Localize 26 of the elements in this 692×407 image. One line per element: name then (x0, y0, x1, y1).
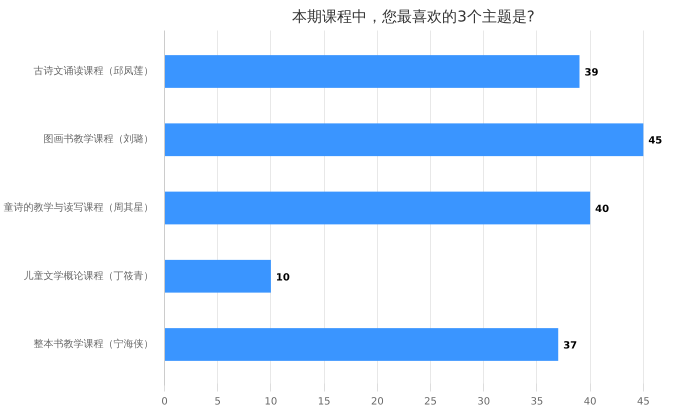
x-tick-label: 20 (370, 396, 384, 407)
y-tick-label: 童诗的教学与读写课程（周其星） (4, 202, 154, 214)
bar (164, 328, 558, 361)
data-label: 40 (595, 204, 610, 215)
data-label: 39 (584, 67, 598, 78)
x-tick-label: 25 (424, 396, 437, 407)
x-tick-label: 15 (318, 396, 330, 407)
x-tick-label: 10 (264, 396, 278, 407)
x-tick-label: 40 (584, 396, 597, 407)
y-tick-label: 儿童文学概论课程（丁筱青） (24, 270, 154, 282)
chart-title: 本期课程中，您最喜欢的3个主题是? (292, 8, 535, 26)
x-tick-label: 30 (477, 396, 490, 407)
y-tick-label: 图画书教学课程（刘璐） (44, 133, 154, 146)
bar (164, 55, 580, 88)
data-label: 45 (648, 136, 662, 147)
bar (164, 192, 590, 224)
data-label: 37 (563, 340, 578, 352)
y-tick-label: 古诗文诵读课程（邱凤莲） (34, 64, 154, 77)
y-tick-label: 整本书教学课程（宁海侠） (34, 338, 154, 350)
x-tick-label: 5 (214, 396, 221, 407)
x-tick-label: 45 (636, 396, 650, 407)
x-tick-label: 0 (161, 396, 168, 407)
x-tick-label: 35 (530, 396, 544, 407)
bar (164, 123, 644, 156)
bar (164, 260, 271, 293)
data-label: 10 (276, 272, 290, 284)
